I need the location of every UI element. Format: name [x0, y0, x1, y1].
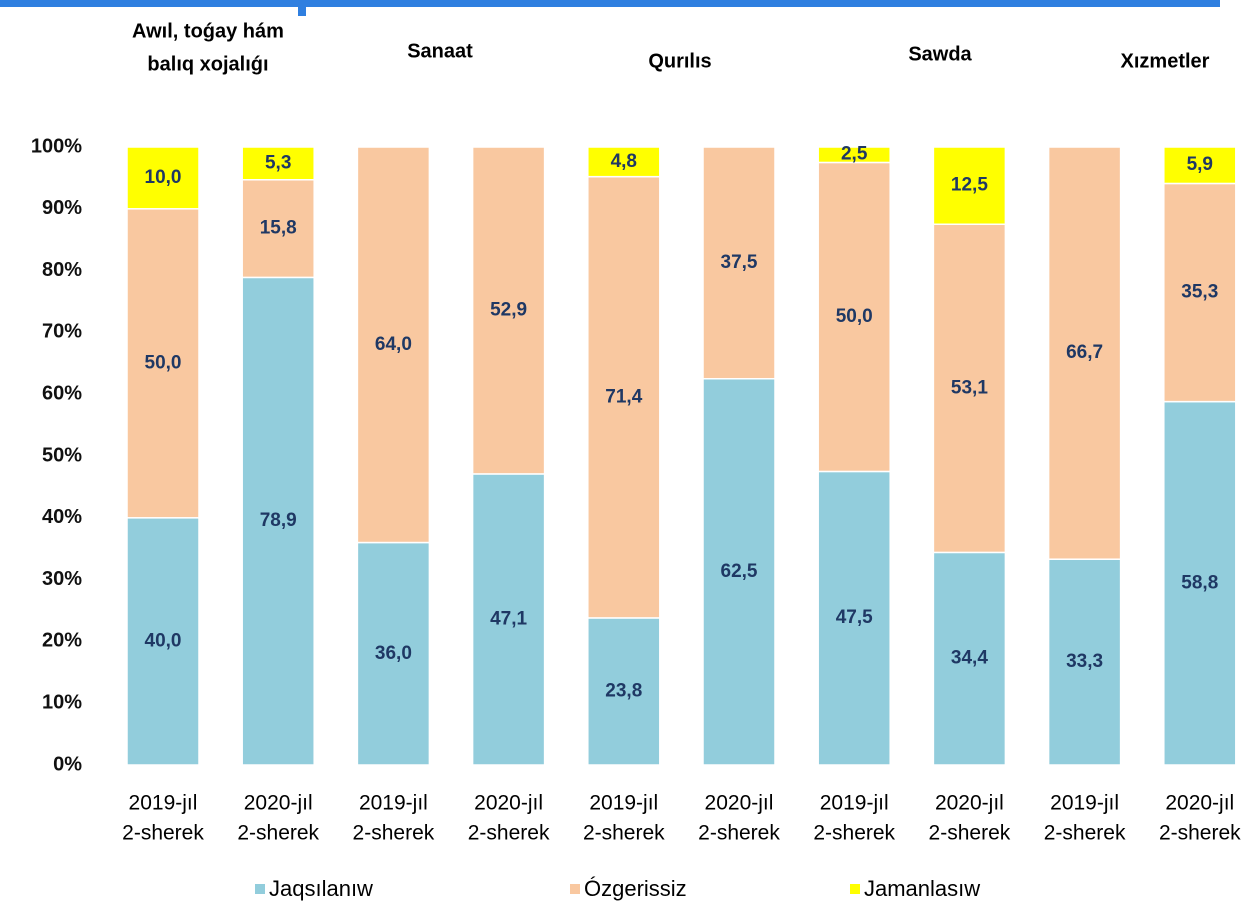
legend-swatch	[570, 884, 580, 894]
value-label: 36,0	[375, 643, 412, 664]
value-label: 52,9	[490, 299, 527, 320]
y-tick-label: 60%	[42, 382, 82, 404]
bar-segment	[702, 146, 776, 380]
x-tick-label: 2020-jıl	[705, 792, 774, 815]
value-label: 64,0	[375, 334, 412, 355]
bar-segment	[356, 146, 431, 544]
bar-segment	[932, 146, 1007, 225]
x-tick-label: 2020-jıl	[474, 792, 543, 815]
group-label: Sanaat	[407, 40, 473, 62]
value-label: 50,0	[145, 352, 182, 373]
y-tick-label: 0%	[53, 753, 82, 775]
value-label: 15,8	[260, 218, 297, 239]
bar-segment	[587, 617, 661, 766]
x-tick-label: 2019-jıl	[589, 792, 658, 815]
value-label: 62,5	[721, 561, 758, 582]
bar-segment	[817, 470, 891, 766]
value-label: 50,0	[836, 306, 873, 327]
x-tick-label: 2-sherek	[929, 822, 1011, 845]
bar-segment	[1047, 146, 1122, 560]
value-label: 47,1	[490, 608, 527, 629]
legend-swatch	[850, 884, 860, 894]
legend-label: Ózgerissiz	[584, 876, 687, 901]
value-label: 71,4	[605, 386, 642, 407]
bar-segment	[587, 146, 661, 178]
x-tick-label: 2-sherek	[122, 822, 204, 845]
value-label: 58,8	[1181, 572, 1218, 593]
top-rule-tab	[298, 0, 306, 16]
bar-segment	[932, 223, 1007, 554]
bar-segment	[126, 146, 200, 210]
bar-segment	[817, 146, 891, 164]
value-label: 78,9	[260, 510, 297, 531]
value-label: 53,1	[951, 377, 988, 398]
bar-segment	[932, 551, 1007, 766]
legend-label: Jamanlasıw	[864, 876, 980, 901]
x-tick-label: 2019-jıl	[129, 792, 198, 815]
x-tick-label: 2-sherek	[813, 822, 895, 845]
value-label: 47,5	[836, 607, 873, 628]
bar-segment	[817, 161, 891, 473]
value-label: 34,4	[951, 648, 988, 669]
y-tick-label: 30%	[42, 568, 82, 590]
value-label: 2,5	[841, 144, 868, 165]
y-tick-label: 10%	[42, 691, 82, 713]
value-label: 23,8	[605, 680, 642, 701]
bar-segment	[241, 146, 315, 181]
bar-segment	[241, 179, 315, 279]
value-label: 4,8	[611, 151, 637, 172]
value-label: 66,7	[1066, 342, 1103, 363]
y-tick-label: 80%	[42, 259, 82, 281]
group-label: Awıl, toǵay hám	[132, 20, 284, 42]
y-tick-label: 50%	[42, 444, 82, 466]
x-tick-label: 2-sherek	[468, 822, 550, 845]
legend-swatch	[255, 884, 265, 894]
value-label: 33,3	[1066, 651, 1103, 672]
x-tick-label: 2019-jıl	[1050, 792, 1119, 815]
group-label: Sawda	[908, 43, 972, 65]
x-tick-label: 2-sherek	[353, 822, 435, 845]
y-tick-label: 20%	[42, 630, 82, 652]
bar-segment	[126, 208, 200, 519]
bar-segment	[356, 541, 431, 766]
bar-segment	[1163, 182, 1237, 403]
value-label: 35,3	[1181, 282, 1218, 303]
x-tick-label: 2020-jıl	[244, 792, 313, 815]
x-tick-label: 2-sherek	[583, 822, 665, 845]
group-label: balıq xojalıǵı	[147, 53, 268, 75]
x-tick-label: 2020-jıl	[1165, 792, 1234, 815]
group-label: Xızmetler	[1121, 50, 1210, 72]
value-label: 5,3	[265, 152, 291, 173]
y-tick-label: 90%	[42, 197, 82, 219]
bar-segment	[1163, 146, 1237, 185]
top-rule	[0, 0, 1220, 7]
value-label: 10,0	[145, 167, 182, 188]
legend-label: Jaqsılanıw	[269, 876, 373, 901]
bar-segment	[587, 175, 661, 619]
bar-segment	[471, 146, 546, 475]
y-tick-label: 40%	[42, 506, 82, 528]
bar-segment	[126, 517, 200, 766]
value-label: 12,5	[951, 175, 988, 196]
y-tick-label: 70%	[42, 321, 82, 343]
value-label: 37,5	[721, 252, 758, 273]
value-label: 5,9	[1187, 154, 1213, 175]
x-tick-label: 2-sherek	[237, 822, 319, 845]
bar-segment	[471, 473, 546, 766]
x-tick-label: 2-sherek	[698, 822, 780, 845]
value-label: 40,0	[145, 630, 182, 651]
x-tick-label: 2020-jıl	[935, 792, 1004, 815]
bar-segment	[241, 276, 315, 766]
group-label: Qurılıs	[648, 50, 711, 72]
x-tick-label: 2-sherek	[1044, 822, 1126, 845]
x-tick-label: 2-sherek	[1159, 822, 1241, 845]
x-tick-label: 2019-jıl	[820, 792, 889, 815]
x-tick-label: 2019-jıl	[359, 792, 428, 815]
bar-segment	[1163, 400, 1237, 766]
y-tick-label: 100%	[31, 135, 82, 157]
